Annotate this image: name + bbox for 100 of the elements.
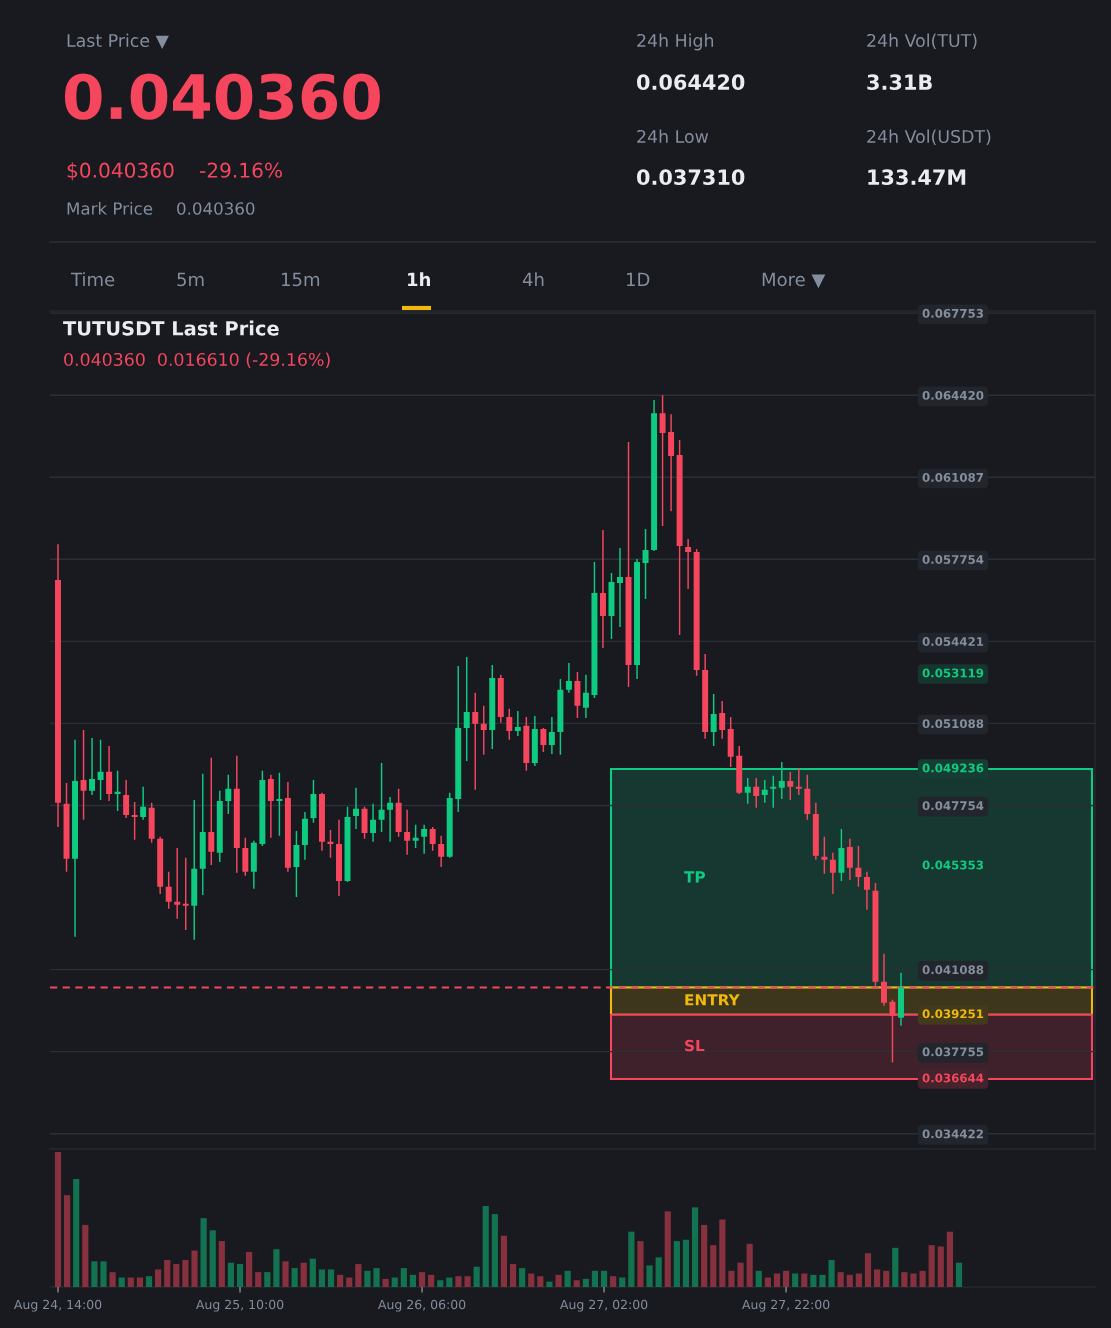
candlestick <box>174 847 181 919</box>
candlestick <box>548 716 555 754</box>
candlestick <box>582 674 589 718</box>
bar <box>264 1272 271 1287</box>
text: 3.31B <box>867 74 932 91</box>
text: 24h Low <box>637 129 709 144</box>
x-tick-label: Aug 27, 02:00 <box>560 1299 648 1312</box>
bar <box>582 1278 589 1287</box>
bar <box>282 1261 289 1287</box>
y-tick-label: 0.041088 <box>922 965 984 975</box>
annotation: 0.039251 <box>922 1009 984 1019</box>
text: 0.040360 <box>64 73 380 120</box>
bar <box>318 1269 326 1287</box>
bar <box>719 1219 726 1287</box>
bar <box>828 1260 835 1287</box>
bar <box>600 1270 608 1287</box>
bar <box>382 1278 389 1287</box>
bar <box>946 1231 953 1287</box>
bar <box>910 1273 917 1287</box>
bar <box>446 1277 453 1287</box>
y-tick-label: 0.064420 <box>922 390 984 400</box>
y-tick-label: 0.047754 <box>922 801 984 811</box>
candlestick <box>106 746 113 801</box>
text: 0.045353 <box>922 860 984 870</box>
text: -29.16% <box>199 162 282 178</box>
bar <box>337 1274 344 1287</box>
text: Mark Price <box>67 201 153 215</box>
text: Time <box>70 272 115 287</box>
band-label: ENTRY <box>685 994 740 1006</box>
bar <box>309 1258 316 1287</box>
bar <box>464 1276 471 1287</box>
bar <box>145 1276 153 1287</box>
bar <box>737 1262 744 1287</box>
bar <box>619 1277 626 1287</box>
bar <box>155 1269 162 1287</box>
candlestick <box>89 737 96 795</box>
band-label: TP <box>684 871 705 883</box>
candlestick <box>599 530 606 649</box>
bar <box>883 1270 890 1287</box>
bar <box>664 1211 671 1287</box>
bar <box>346 1277 353 1287</box>
text: 0.037310 <box>637 169 745 186</box>
bar <box>127 1277 134 1287</box>
bar <box>637 1241 644 1287</box>
bar <box>901 1272 908 1287</box>
bar <box>173 1264 180 1287</box>
bar <box>273 1249 280 1287</box>
text: 24h Vol(USDT) <box>867 129 991 146</box>
bar <box>54 1152 62 1287</box>
bar <box>955 1262 963 1287</box>
bar <box>100 1261 107 1287</box>
bar <box>418 1272 426 1287</box>
bar <box>792 1273 799 1287</box>
candlestick <box>421 824 428 854</box>
bar <box>564 1270 571 1287</box>
bar <box>746 1243 753 1287</box>
bar <box>428 1274 435 1287</box>
bar <box>491 1214 498 1287</box>
x-tick-label: Aug 26, 06:00 <box>378 1299 466 1312</box>
bar <box>246 1251 253 1287</box>
y-tick-label: 0.057754 <box>922 555 984 564</box>
text: 24h Vol(TUT) <box>867 33 977 50</box>
bar <box>191 1250 198 1287</box>
bar <box>646 1265 653 1287</box>
text: 0.053119 <box>922 668 984 678</box>
bar <box>528 1273 535 1287</box>
bar <box>255 1272 262 1287</box>
bar <box>810 1274 817 1287</box>
bar <box>400 1268 407 1287</box>
text: 1h <box>408 272 431 286</box>
candlestick <box>336 819 342 896</box>
candlestick <box>353 787 360 829</box>
candlestick <box>123 779 130 818</box>
y-tick-label: 0.051088 <box>922 719 984 729</box>
bar <box>300 1262 307 1287</box>
candlestick <box>863 871 870 910</box>
bar <box>701 1224 708 1287</box>
candlestick <box>387 796 394 842</box>
candlestick <box>140 786 147 820</box>
candlestick <box>233 755 240 873</box>
bar <box>846 1274 853 1287</box>
bar <box>892 1247 899 1287</box>
bar <box>227 1262 235 1287</box>
bar <box>555 1274 562 1287</box>
candlestick <box>72 739 79 937</box>
text: 133.47M <box>868 169 966 186</box>
bar <box>546 1281 553 1287</box>
annotation: 0.036644 <box>922 1073 984 1083</box>
candlestick <box>829 852 836 894</box>
bar <box>655 1257 662 1287</box>
x-tick-label: Aug 25, 10:00 <box>195 1299 284 1312</box>
bar <box>728 1270 735 1287</box>
y-tick-label: 0.037755 <box>922 1047 984 1057</box>
candlestick <box>370 803 377 842</box>
bar <box>919 1270 926 1287</box>
bar <box>455 1276 462 1287</box>
bar <box>73 1179 80 1287</box>
bar <box>409 1274 417 1287</box>
bar <box>373 1268 380 1287</box>
candlestick <box>565 663 572 693</box>
